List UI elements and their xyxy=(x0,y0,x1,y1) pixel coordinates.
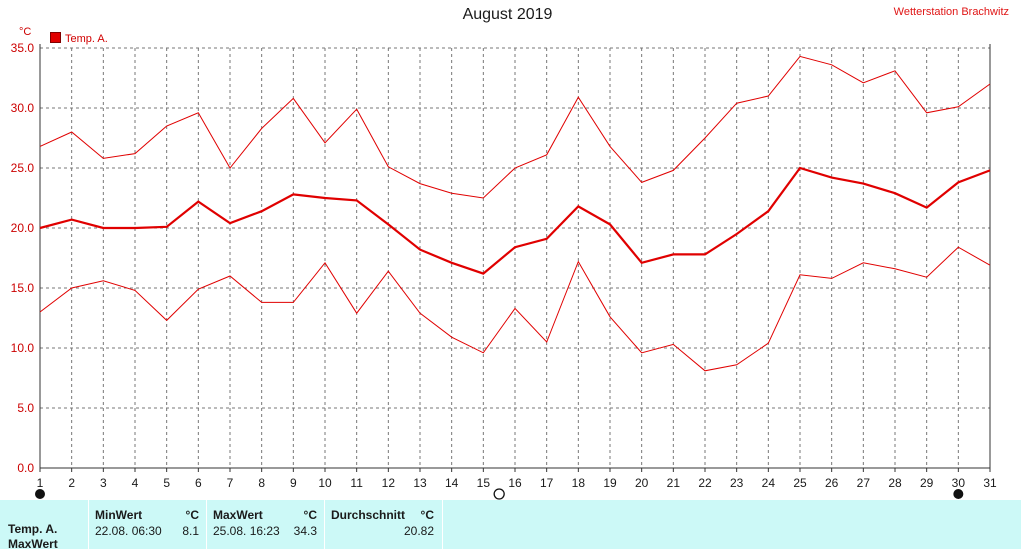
chart-area: 0.0 5.0 10.0 15.0 20.0 25.0 30.0 35.0 1 2 3 4 5 6 7 8 9 1… xyxy=(11,6,1009,500)
x-tick-label: 3 xyxy=(100,476,107,490)
max-cell: MaxWert °C 25.08. 16:23 34.3 xyxy=(206,500,325,549)
avg-cell: Durchschnitt °C 20.82 xyxy=(324,500,443,549)
legend: Temp. A. xyxy=(50,32,108,45)
x-tick-label: 27 xyxy=(857,476,871,490)
x-tick-label: 29 xyxy=(920,476,934,490)
min-unit: °C xyxy=(185,508,199,522)
avg-header: Durchschnitt xyxy=(331,508,406,522)
x-tick-label: 15 xyxy=(477,476,491,490)
x-tick-label: 28 xyxy=(888,476,902,490)
x-tick-label: 26 xyxy=(825,476,839,490)
x-tick-label: 9 xyxy=(290,476,297,490)
min-cell: MinWert °C 22.08. 06:30 8.1 xyxy=(88,500,207,549)
x-tick-label: 2 xyxy=(68,476,75,490)
x-tick-label: 16 xyxy=(508,476,522,490)
x-tick-label: 5 xyxy=(163,476,170,490)
max-date: 25.08. 16:23 xyxy=(213,524,280,538)
legend-swatch xyxy=(50,32,61,43)
avg-unit: °C xyxy=(420,508,434,522)
y-axis-unit: °C xyxy=(19,26,32,38)
x-tick-label: 10 xyxy=(318,476,332,490)
x-tick-label: 24 xyxy=(762,476,776,490)
temperature-chart: 0.05.010.015.020.025.030.035.01 2 3 4 5 6 7 8 9 1… xyxy=(11,41,997,500)
y-tick-label: 30.0 xyxy=(11,101,35,115)
x-tick-label: 18 xyxy=(572,476,586,490)
avg-value: 20.82 xyxy=(403,524,434,538)
stats-row-label: Temp. A. MaxWert xyxy=(8,522,58,549)
x-tick-label: 7 xyxy=(227,476,234,490)
x-tick-label: 17 xyxy=(540,476,554,490)
x-tick-label: 30 xyxy=(952,476,966,490)
x-tick-label: 11 xyxy=(350,476,363,490)
x-tick-label: 23 xyxy=(730,476,744,490)
stats-row-label-text-2: MaxWert xyxy=(8,537,58,549)
y-tick-label: 10.0 xyxy=(11,341,35,355)
x-tick-label: 8 xyxy=(258,476,265,490)
x-tick-label: 6 xyxy=(195,476,202,490)
station-name: Wetterstation Brachwitz xyxy=(893,6,1009,18)
x-tick-label: 25 xyxy=(793,476,807,490)
min-value: 8.1 xyxy=(182,524,199,538)
x-tick-label: 31 xyxy=(983,476,997,490)
x-tick-label: 20 xyxy=(635,476,649,490)
x-tick-label: 12 xyxy=(382,476,396,490)
min-date: 22.08. 06:30 xyxy=(95,524,162,538)
legend-label: Temp. A. xyxy=(65,33,108,45)
x-tick-label: 19 xyxy=(603,476,617,490)
y-tick-label: 5.0 xyxy=(17,401,34,415)
new-moon-icon xyxy=(35,489,45,499)
x-tick-label: 22 xyxy=(698,476,712,490)
series-line-mean xyxy=(39,166,991,275)
full-moon-icon xyxy=(493,488,505,500)
series-line-max xyxy=(39,55,991,199)
y-tick-label: 0.0 xyxy=(17,461,34,475)
x-tick-label: 14 xyxy=(445,476,459,490)
x-tick-label: 1 xyxy=(37,476,44,490)
y-tick-label: 15.0 xyxy=(11,281,35,295)
x-tick-label: 4 xyxy=(132,476,139,490)
x-tick-label: 21 xyxy=(667,476,681,490)
min-header: MinWert xyxy=(95,508,143,522)
series-line-min xyxy=(39,246,991,372)
x-tick-label: 13 xyxy=(413,476,427,490)
new-moon-icon xyxy=(953,489,964,499)
stats-panel: Temp. A. MaxWert MinWert °C 22.08. 06:30… xyxy=(0,500,1021,549)
max-value: 34.3 xyxy=(293,524,317,538)
max-unit: °C xyxy=(303,508,317,522)
y-tick-label: 25.0 xyxy=(11,161,35,175)
y-tick-label: 35.0 xyxy=(11,41,35,55)
y-tick-label: 20.0 xyxy=(11,221,35,235)
stats-row-label-text: Temp. A. xyxy=(8,522,58,536)
max-header: MaxWert xyxy=(213,508,263,522)
chart-title: August 2019 xyxy=(462,6,553,23)
